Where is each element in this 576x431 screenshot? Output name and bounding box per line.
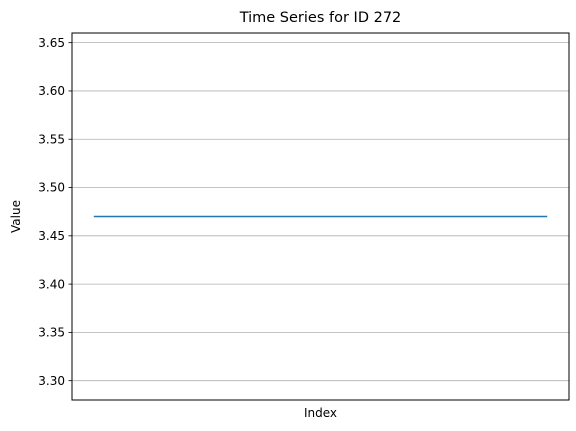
plot-frame <box>71 32 570 401</box>
y-tick-label: 3.50 <box>38 181 65 195</box>
y-axis-label: Value <box>9 200 23 233</box>
y-tick-label: 3.65 <box>38 36 65 50</box>
y-tick-label: 3.45 <box>38 229 65 243</box>
y-tick-label: 3.40 <box>38 277 65 291</box>
y-tick-label: 3.30 <box>38 374 65 388</box>
chart-title: Time Series for ID 272 <box>239 10 402 26</box>
grid-lines <box>72 42 569 382</box>
y-tick-label: 3.55 <box>38 132 65 146</box>
y-axis-ticks: 3.30 3.35 3.40 3.45 3.50 3.55 3.60 3.65 <box>38 36 72 388</box>
y-tick-label: 3.60 <box>38 84 65 98</box>
x-axis-label: Index <box>304 406 337 420</box>
y-tick-label: 3.35 <box>38 326 65 340</box>
